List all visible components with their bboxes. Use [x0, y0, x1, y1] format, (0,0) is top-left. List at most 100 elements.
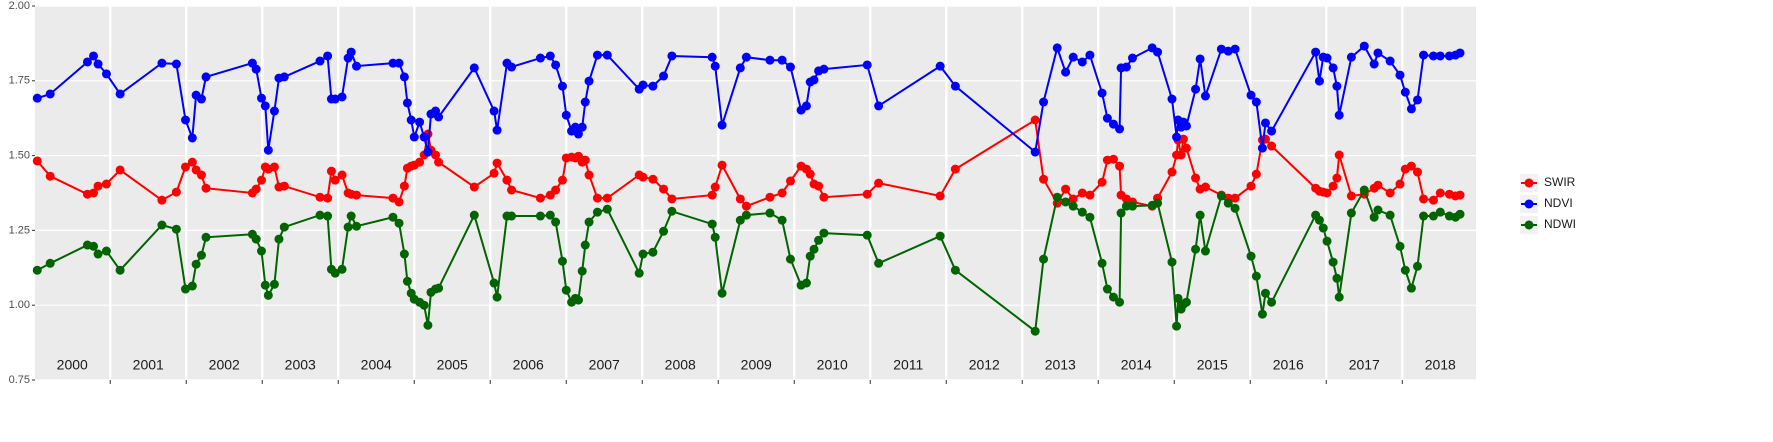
point — [570, 122, 580, 132]
point — [707, 219, 717, 229]
point — [1246, 90, 1256, 100]
point — [1246, 251, 1256, 261]
point — [323, 51, 333, 61]
y-tick-label: 1.75 — [9, 75, 30, 87]
point — [707, 52, 717, 62]
point — [602, 204, 612, 214]
point — [1061, 67, 1071, 77]
point — [157, 220, 167, 230]
point — [1419, 194, 1429, 204]
point — [551, 60, 561, 70]
point — [667, 206, 677, 216]
y-tick-label: 1.50 — [9, 150, 30, 162]
point — [251, 234, 261, 244]
point — [1077, 188, 1087, 198]
point — [765, 192, 775, 202]
point — [93, 249, 103, 259]
point — [1314, 215, 1324, 225]
point — [415, 157, 425, 167]
point — [1251, 271, 1261, 281]
point — [659, 71, 669, 81]
point — [561, 110, 571, 120]
point — [1334, 292, 1344, 302]
point — [1328, 257, 1338, 267]
point — [45, 171, 55, 181]
point — [1369, 212, 1379, 222]
point — [423, 147, 433, 157]
point — [809, 75, 819, 85]
point — [171, 187, 181, 197]
point — [557, 256, 567, 266]
point — [201, 183, 211, 193]
point — [584, 76, 594, 86]
point — [1419, 211, 1429, 221]
point — [469, 210, 479, 220]
point — [545, 210, 555, 220]
point — [1419, 50, 1429, 60]
point — [1332, 273, 1342, 283]
point — [535, 53, 545, 63]
point — [741, 210, 751, 220]
point — [1178, 134, 1188, 144]
point — [1359, 185, 1369, 195]
year-label: 2010 — [817, 357, 848, 373]
point — [785, 62, 795, 72]
point — [592, 50, 602, 60]
point — [710, 61, 720, 71]
point — [251, 64, 261, 74]
point — [93, 181, 103, 191]
point — [814, 235, 824, 245]
point — [862, 230, 872, 240]
point — [1346, 52, 1356, 62]
point — [196, 170, 206, 180]
point — [805, 169, 815, 179]
point — [32, 156, 42, 166]
point — [315, 56, 325, 66]
point — [1172, 321, 1182, 331]
point — [935, 231, 945, 241]
legend-label: NDVI — [1544, 196, 1573, 210]
point — [1332, 173, 1342, 183]
year-label: 2002 — [209, 357, 240, 373]
series — [32, 41, 1465, 157]
point — [1257, 143, 1267, 153]
point — [862, 189, 872, 199]
point — [638, 249, 648, 259]
point — [717, 120, 727, 130]
point — [1195, 54, 1205, 64]
point — [89, 188, 99, 198]
point — [634, 268, 644, 278]
point — [315, 192, 325, 202]
point — [1097, 177, 1107, 187]
point — [187, 133, 197, 143]
year-label: 2012 — [969, 357, 1000, 373]
year-label: 2018 — [1425, 357, 1456, 373]
point — [1068, 194, 1078, 204]
point — [1085, 50, 1095, 60]
point — [101, 179, 111, 189]
point — [1260, 118, 1270, 128]
point — [1412, 95, 1422, 105]
point — [814, 181, 824, 191]
point — [263, 290, 273, 300]
point — [1395, 179, 1405, 189]
point — [180, 162, 190, 172]
point — [1223, 198, 1233, 208]
point — [561, 285, 571, 295]
point — [388, 212, 398, 222]
point — [1172, 132, 1182, 142]
point — [535, 193, 545, 203]
point — [765, 208, 775, 218]
point — [710, 182, 720, 192]
point — [423, 320, 433, 330]
point — [1359, 41, 1369, 51]
point — [415, 117, 425, 127]
point — [260, 280, 270, 290]
point — [434, 157, 444, 167]
y-tick-label: 2.00 — [9, 0, 30, 12]
point — [950, 265, 960, 275]
point — [1346, 208, 1356, 218]
point — [1039, 97, 1049, 107]
point — [1039, 254, 1049, 264]
point — [648, 247, 658, 257]
